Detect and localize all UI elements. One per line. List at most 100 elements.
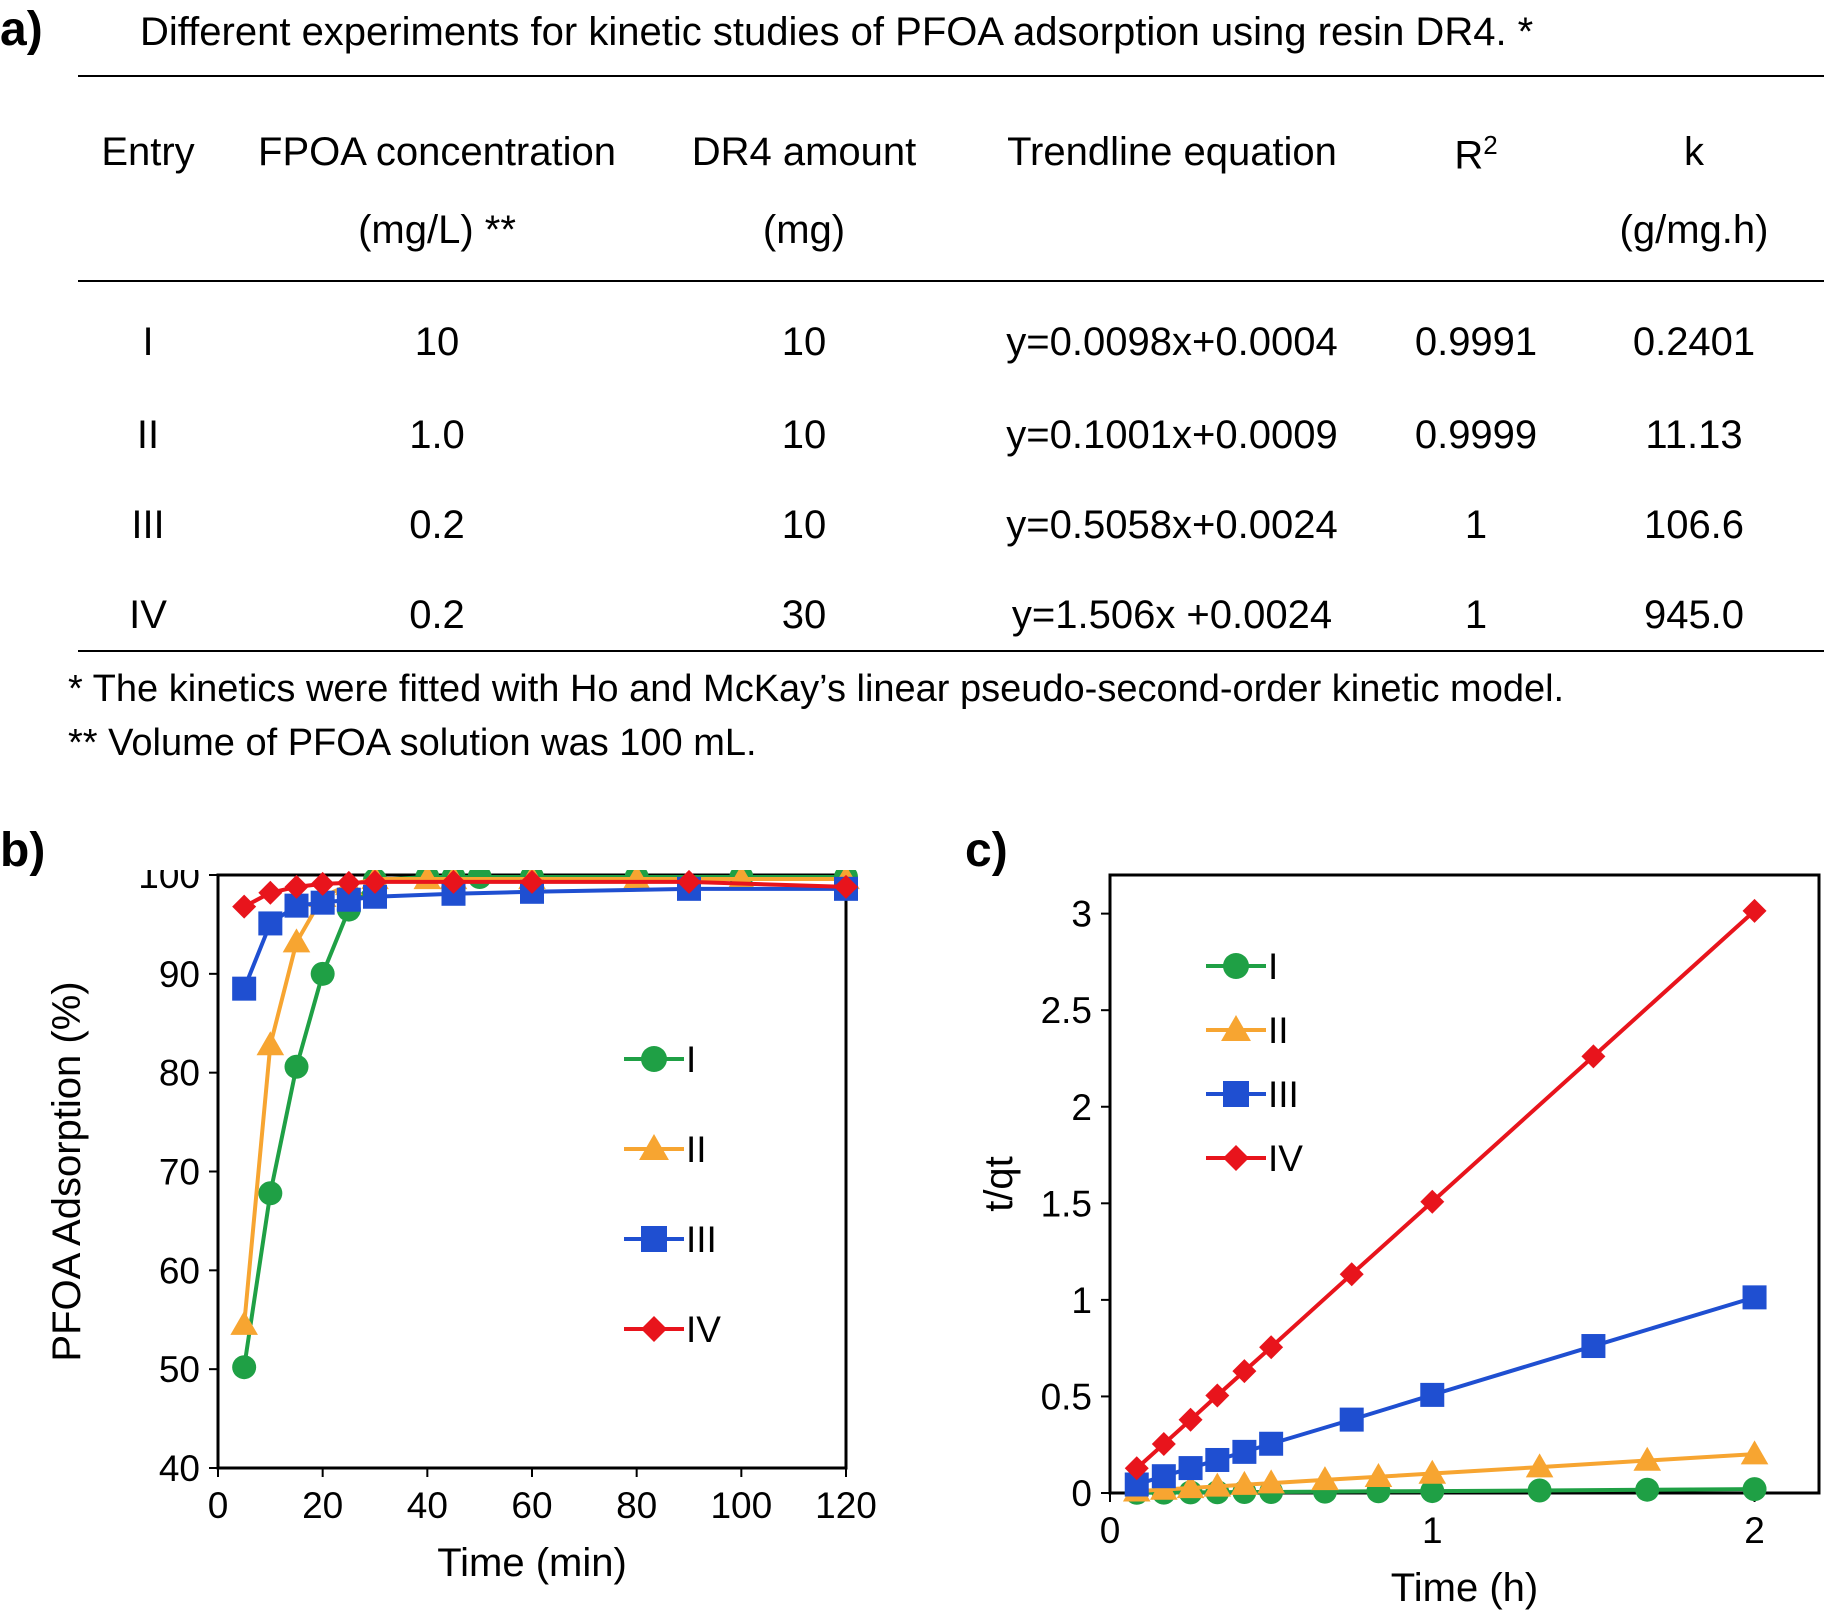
- legend-marker: [1223, 1081, 1249, 1107]
- table-cell: 0.2: [409, 593, 465, 637]
- data-point: [284, 1054, 309, 1079]
- data-point: [1339, 1407, 1364, 1432]
- legend-label: II: [686, 1129, 707, 1170]
- data-point: [1232, 1359, 1257, 1384]
- data-point: [1420, 1479, 1445, 1504]
- data-point: [1527, 1478, 1552, 1503]
- data-point: [1418, 1459, 1447, 1484]
- table-top-rule: [78, 75, 1824, 77]
- data-point: [441, 870, 466, 894]
- x-tick-label: 80: [616, 1485, 657, 1526]
- legend-label: II: [1268, 1010, 1289, 1051]
- plot-area-frame: [1108, 873, 1821, 1495]
- x-tick-label: 2: [1744, 1510, 1765, 1551]
- legend-marker: [1223, 1145, 1249, 1171]
- data-point: [310, 871, 335, 896]
- header-r-text: R: [1454, 133, 1484, 178]
- legend-entry: III: [624, 1219, 717, 1260]
- x-tick-label: 40: [407, 1485, 448, 1526]
- legend-marker: [1223, 953, 1249, 979]
- table-cell: 10: [781, 320, 827, 364]
- data-point: [1178, 1407, 1203, 1432]
- legend-entry: II: [1206, 1010, 1289, 1051]
- data-point: [1230, 1470, 1259, 1495]
- series-line: [1136, 1452, 1755, 1494]
- table-cell: 11.13: [1645, 413, 1743, 457]
- data-point: [256, 1031, 285, 1056]
- data-point: [282, 928, 311, 953]
- series-III: [1124, 1285, 1767, 1497]
- data-point: [1633, 1446, 1662, 1471]
- y-tick-label: 60: [159, 1250, 200, 1291]
- table-cell: IV: [129, 593, 167, 637]
- table-cell: 30: [781, 593, 827, 637]
- legend-label: I: [686, 1039, 696, 1080]
- header-dr4-unit: (mg): [762, 208, 846, 252]
- data-point: [1525, 1453, 1554, 1478]
- y-tick-label: 70: [159, 1152, 200, 1193]
- table-cell: 0.9999: [1414, 413, 1538, 457]
- data-point: [834, 874, 858, 899]
- table-cell: y=0.0098x+0.0004: [1006, 320, 1338, 364]
- x-tick-label: 0: [1100, 1510, 1121, 1551]
- panel-b-label: b): [0, 824, 46, 877]
- table-cell: 106.6: [1643, 503, 1745, 547]
- data-point: [1339, 1262, 1364, 1287]
- legend-marker: [641, 1226, 667, 1252]
- data-point: [284, 874, 309, 899]
- series-IV: [1124, 898, 1767, 1481]
- panel-c-label: c): [965, 824, 1008, 877]
- table-bottom-rule: [78, 650, 1824, 652]
- y-tick-label: 2: [1071, 1087, 1092, 1128]
- legend-marker: [1221, 1015, 1251, 1042]
- data-point: [258, 911, 283, 936]
- table-cell: 1.0: [409, 413, 465, 457]
- legend-entry: IV: [624, 1309, 721, 1350]
- series-line: [1136, 1295, 1756, 1487]
- data-point: [258, 880, 283, 905]
- y-tick-label: 2.5: [1041, 990, 1092, 1031]
- data-point: [336, 870, 361, 895]
- data-point: [1581, 1334, 1606, 1359]
- table-cell: 10: [781, 503, 827, 547]
- header-dr4-amount: DR4 amount: [691, 130, 917, 174]
- data-point: [1178, 1456, 1203, 1481]
- header-k: k: [1684, 130, 1704, 174]
- legend-marker: [641, 1316, 667, 1342]
- legend-entry: IV: [1206, 1138, 1303, 1179]
- legend-label: I: [1268, 946, 1278, 987]
- data-point: [1740, 1440, 1769, 1465]
- y-tick-label: 90: [159, 954, 200, 995]
- data-point: [258, 1181, 283, 1206]
- table-cell: 1: [1464, 593, 1488, 637]
- legend-entry: II: [624, 1129, 707, 1170]
- legend-label: IV: [1268, 1138, 1303, 1179]
- data-point: [1205, 1383, 1230, 1408]
- table-cell: y=0.5058x+0.0024: [1006, 503, 1338, 547]
- x-tick-label: 0: [208, 1485, 229, 1526]
- data-point: [1311, 1466, 1339, 1491]
- header-trendline: Trendline equation: [1007, 130, 1337, 174]
- data-point: [1742, 1477, 1767, 1502]
- data-point: [520, 870, 544, 894]
- data-point: [230, 1310, 258, 1335]
- table-cell: 0.2: [409, 503, 465, 547]
- y-tick-label: 3: [1071, 894, 1092, 935]
- data-point: [1364, 1462, 1393, 1487]
- footnote-1: * The kinetics were fitted with Ho and M…: [68, 668, 1565, 710]
- y-tick-label: 0.5: [1041, 1376, 1092, 1417]
- x-tick-label: 120: [815, 1485, 877, 1526]
- table-cell: 0.9991: [1414, 320, 1538, 364]
- data-point: [310, 961, 335, 986]
- y-tick-label: 80: [159, 1053, 200, 1094]
- data-point: [1420, 1189, 1445, 1214]
- y-tick-label: 100: [138, 870, 200, 896]
- table-cell: y=0.1001x+0.0009: [1006, 413, 1338, 457]
- legend-marker: [639, 1134, 669, 1161]
- data-point: [1259, 1431, 1284, 1456]
- data-point: [677, 870, 701, 894]
- header-concentration-unit: (mg/L) **: [358, 208, 516, 252]
- header-r-sup: 2: [1483, 130, 1498, 160]
- panel-a-label: a): [0, 3, 43, 56]
